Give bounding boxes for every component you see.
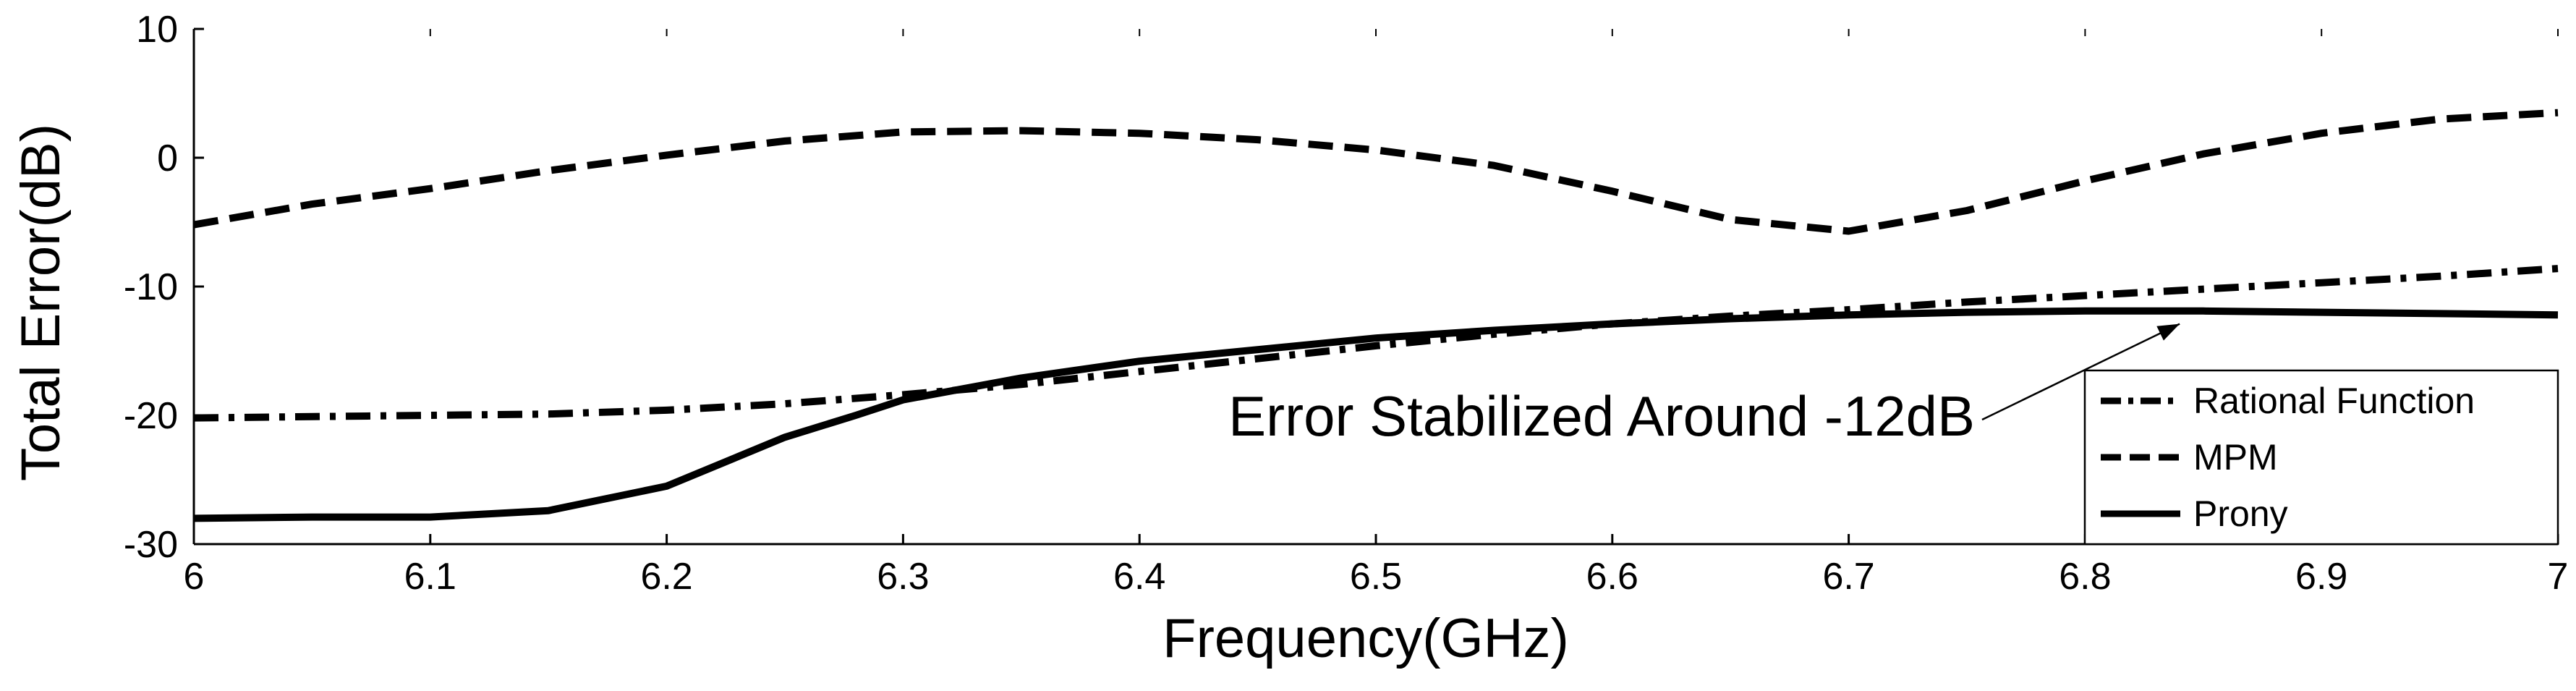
y-tick-label: -20 [124, 395, 178, 437]
annotation-text: Error Stabilized Around -12dB [1228, 384, 1975, 448]
legend-label: Rational Function [2193, 381, 2475, 421]
x-axis-title: Frequency(GHz) [1162, 608, 1569, 669]
x-tick-label: 6.2 [640, 556, 692, 598]
x-tick-label: 6.1 [404, 556, 456, 598]
x-tick-label: 6.5 [1350, 556, 1402, 598]
x-tick-label: 6.8 [2059, 556, 2111, 598]
x-tick-label: 6.6 [1586, 556, 1638, 598]
x-tick-label: 6.7 [1822, 556, 1874, 598]
x-tick-label: 6.3 [877, 556, 929, 598]
y-tick-label: 0 [157, 137, 178, 179]
x-tick-label: 7 [2548, 556, 2569, 598]
series-line-prony [193, 307, 2559, 522]
legend-label: Prony [2193, 493, 2288, 534]
series-line-rational-function [193, 265, 2559, 422]
y-tick-label: -10 [124, 266, 178, 308]
x-tick-label: 6.4 [1113, 556, 1165, 598]
series-line-mpm [193, 109, 2559, 235]
y-tick-label: -30 [124, 524, 178, 566]
x-tick-label: 6 [184, 556, 205, 598]
annotation-arrow-head [2156, 323, 2180, 341]
y-axis-title: Total Error(dB) [10, 124, 72, 481]
annotation-arrow-line [1981, 323, 2180, 421]
y-tick-label: 10 [136, 9, 178, 51]
x-tick-label: 6.9 [2295, 556, 2347, 598]
legend-label: MPM [2193, 437, 2278, 478]
